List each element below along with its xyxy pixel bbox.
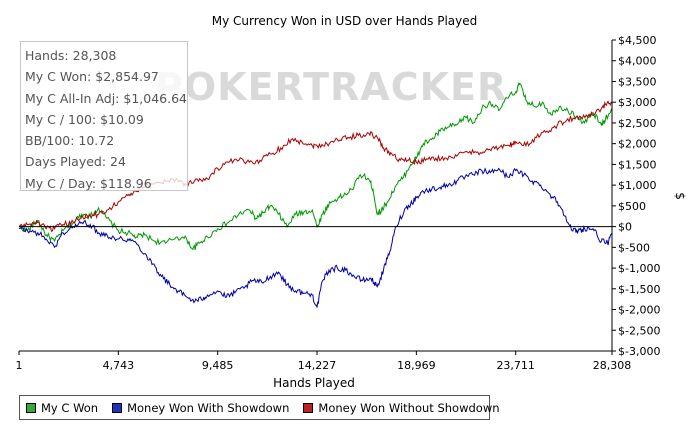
x-ticks: 1 4,743 9,485 14,227 18,969 23,711 28,308 (16, 351, 632, 372)
x-tick-label: 28,308 (593, 359, 632, 372)
legend-label: Money Won Without Showdown (318, 400, 500, 415)
legend-item-without-showdown: Money Won Without Showdown (303, 400, 500, 415)
legend-swatch (303, 402, 314, 413)
y-tick-label: $3,000 (618, 96, 657, 109)
y-tick-label: $-500 (618, 241, 650, 254)
x-tick-label: 14,227 (298, 359, 337, 372)
x-tick-label: 1 (16, 359, 23, 372)
x-tick-label: 4,743 (103, 359, 135, 372)
stat-bb-100: BB/100: 10.72 (25, 133, 115, 149)
y-tick-label: $1,000 (618, 179, 657, 192)
stat-per-100: My C / 100: $10.09 (25, 111, 144, 127)
y-tick-label: $4,000 (618, 55, 657, 68)
legend-item-with-showdown: Money Won With Showdown (112, 401, 289, 415)
series-line-0 (18, 81, 613, 251)
x-tick-label: 9,485 (202, 359, 234, 372)
y-tick-label: $-1,000 (618, 262, 660, 275)
y-tick-label: $-3,000 (618, 345, 660, 358)
y-tick-label: $-2,500 (618, 324, 660, 337)
stat-allin-adj: My C All-In Adj: $1,046.64 (25, 90, 187, 106)
y-tick-label: $1,500 (618, 158, 657, 171)
y-tick-label: $3,500 (618, 75, 657, 88)
y-ticks: $4,500 $4,000 $3,500 $3,000 $2,500 $2,000 $1,5… (612, 34, 660, 358)
legend-label: Money Won With Showdown (127, 400, 290, 415)
legend-label: My C Won (41, 400, 99, 415)
series-line-2 (18, 100, 613, 233)
chart-title: My Currency Won in USD over Hands Played (211, 14, 478, 28)
y-tick-label: $2,500 (618, 117, 657, 130)
y-tick-label: $4,500 (618, 34, 657, 47)
stat-days-played: Days Played: 24 (25, 154, 126, 170)
series-line-1 (18, 167, 613, 308)
legend-swatch (26, 402, 36, 413)
stat-per-day: My C / Day: $118.96 (25, 175, 152, 191)
legend-swatch (112, 402, 123, 413)
y-tick-label: $2,000 (618, 138, 657, 151)
stats-box: Hands: 28,308 My C Won: $2,854.97 My C A… (20, 41, 188, 191)
x-tick-label: 18,969 (397, 359, 436, 372)
x-axis-title: Hands Played (273, 376, 355, 390)
y-tick-label: $-2,000 (618, 304, 660, 317)
x-tick-label: 23,711 (496, 359, 535, 372)
watermark-text: POKERTRACKER (155, 65, 507, 109)
stat-won: My C Won: $2,854.97 (25, 69, 159, 85)
y-tick-label: $500 (618, 200, 646, 213)
series-layer (18, 81, 613, 308)
legend: My C Won Money Won With Showdown Money W… (19, 395, 500, 420)
stat-hands: Hands: 28,308 (25, 48, 117, 63)
y-axis-title: $ (673, 192, 687, 200)
y-tick-label: $-1,500 (618, 283, 660, 296)
y-tick-label: $0 (618, 221, 632, 234)
legend-item-my-c-won: My C Won (26, 401, 98, 415)
